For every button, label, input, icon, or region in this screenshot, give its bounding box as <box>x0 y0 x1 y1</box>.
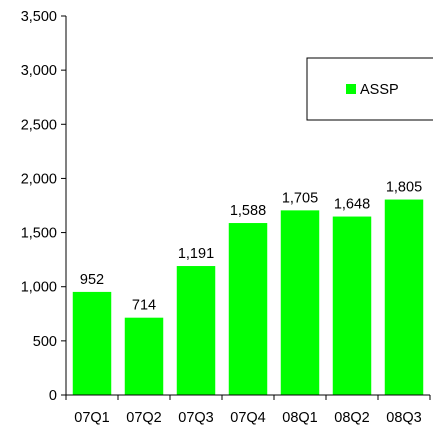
y-axis: 0 500 1,000 1,500 2,000 2,500 3,000 3,500 <box>21 9 67 404</box>
value-label-08Q3: 1,805 <box>386 180 422 196</box>
bar-08Q2 <box>332 216 372 395</box>
x-tick-label-07Q3: 07Q3 <box>178 410 213 426</box>
x-tick-label-08Q2: 08Q2 <box>334 410 369 426</box>
x-axis: 07Q1 07Q2 07Q3 07Q4 08Q1 08Q2 08Q3 <box>65 394 431 426</box>
y-tick-label: 0 <box>49 388 57 404</box>
y-tick-label: 3,500 <box>21 9 57 25</box>
y-tick-label: 1,000 <box>21 280 57 296</box>
bar-07Q3 <box>176 266 216 395</box>
bar-08Q3 <box>384 199 424 395</box>
y-tick-label: 2,500 <box>21 117 57 133</box>
bars: 952 714 1,191 1,588 1,705 1,648 1,805 <box>72 180 424 395</box>
y-tick-label: 2,000 <box>21 171 57 187</box>
y-tick-label: 1,500 <box>21 226 57 242</box>
x-tick-label-08Q3: 08Q3 <box>386 410 421 426</box>
bar-07Q1 <box>72 291 112 395</box>
legend: ASSP <box>306 57 433 121</box>
legend-swatch-assp <box>346 84 356 94</box>
x-tick-label-07Q2: 07Q2 <box>126 410 161 426</box>
bar-08Q1 <box>280 210 320 395</box>
value-label-07Q3: 1,191 <box>178 246 214 262</box>
bar-07Q4 <box>228 223 268 395</box>
legend-label-assp: ASSP <box>360 82 399 98</box>
value-label-08Q2: 1,648 <box>334 197 370 213</box>
value-label-07Q4: 1,588 <box>230 203 266 219</box>
value-label-07Q1: 952 <box>80 272 104 288</box>
y-tick-label: 3,000 <box>21 63 57 79</box>
legend-box <box>306 57 433 121</box>
y-tick-label: 500 <box>33 334 57 350</box>
x-tick-label-07Q1: 07Q1 <box>74 410 109 426</box>
x-tick-label-08Q1: 08Q1 <box>282 410 317 426</box>
value-label-07Q2: 714 <box>132 298 156 314</box>
x-tick-label-07Q4: 07Q4 <box>230 410 265 426</box>
bar-07Q2 <box>124 317 164 395</box>
value-label-08Q1: 1,705 <box>282 190 318 206</box>
